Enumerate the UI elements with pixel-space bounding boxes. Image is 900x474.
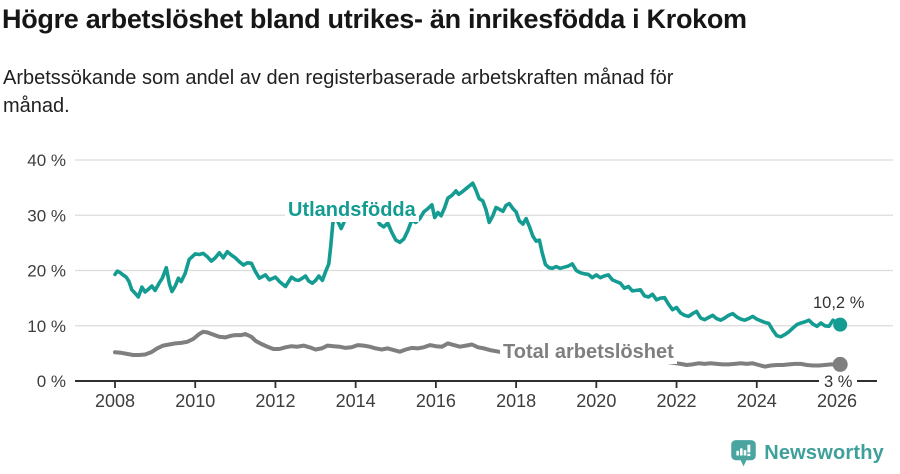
chart-subtitle: Arbetssökande som andel av den registerb… xyxy=(3,67,674,117)
newsworthy-bubble-chart-icon xyxy=(731,440,756,467)
y-axis-tick-label: 0 % xyxy=(37,372,66,391)
end-value-label-total: 3 % xyxy=(819,372,858,393)
newsworthy-logo[interactable]: Newsworthy xyxy=(730,439,884,468)
x-axis-tick-label: 2018 xyxy=(496,391,536,411)
series-end-dot-utlandsfodda xyxy=(833,317,848,332)
series-line-total xyxy=(113,329,843,369)
chart-title: Högre arbetslöshet bland utrikes- än inr… xyxy=(2,4,747,34)
y-axis-tick-label: 30 % xyxy=(27,206,66,225)
x-axis-tick-label: 2008 xyxy=(95,391,135,411)
series-label-total-arbetsloshet: Total arbetslöshet xyxy=(500,340,677,364)
x-axis-tick-label: 2014 xyxy=(336,391,376,411)
y-axis-tick-label: 10 % xyxy=(27,317,66,336)
end-value-label-utlandsfodda: 10,2 % xyxy=(813,294,865,312)
x-axis-tick-label: 2026 xyxy=(817,391,857,411)
series-end-dot-total xyxy=(832,356,848,372)
series-label-utlandsfodda: Utlandsfödda xyxy=(285,198,419,222)
x-axis-tick-label: 2016 xyxy=(416,391,456,411)
x-axis-tick-label: 2020 xyxy=(576,391,616,411)
series-line-utlandsfodda xyxy=(113,181,843,339)
y-axis-tick-label: 40 % xyxy=(27,151,66,170)
x-axis-tick-label: 2012 xyxy=(255,391,295,411)
y-axis-tick-label: 20 % xyxy=(27,262,66,281)
x-axis-tick-label: 2024 xyxy=(737,391,777,411)
x-axis-tick-label: 2022 xyxy=(657,391,697,411)
x-axis-tick-label: 2010 xyxy=(175,391,215,411)
newsworthy-brand-text: Newsworthy xyxy=(764,442,884,464)
